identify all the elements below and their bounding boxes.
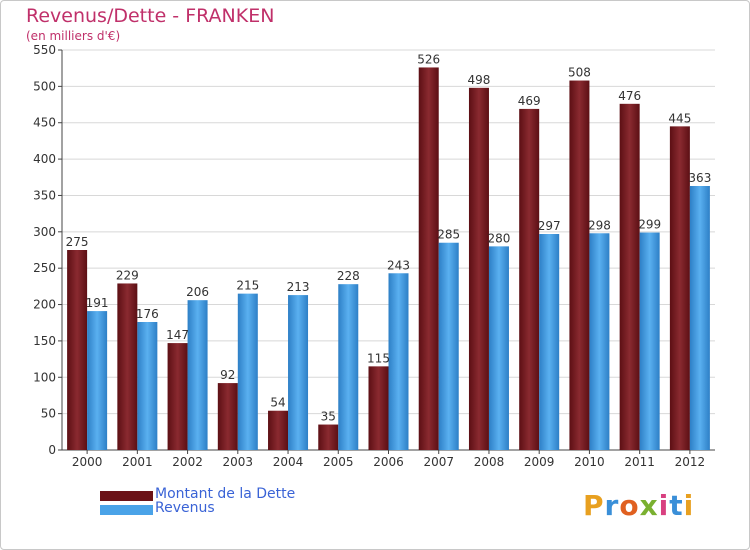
bar-revenue [388,273,409,450]
logo-letter: i [683,489,695,522]
data-label-debt: 476 [618,89,641,103]
legend-label-revenue: Revenus [155,500,215,516]
data-label-revenue: 176 [136,307,159,321]
x-tick-label: 2006 [373,455,404,469]
bar-debt [368,366,389,450]
y-tick-label: 0 [48,443,56,457]
x-tick-label: 2004 [273,455,304,469]
data-label-revenue: 299 [638,218,661,232]
data-labels: 275 191 229 176 147 206 92 215 54 213 35 228 115 243 5… [66,52,712,423]
chart-subtitle: (en milliers d'€) [26,29,121,43]
data-label-revenue: 213 [287,280,310,294]
bars [67,67,710,451]
y-tick-label: 50 [41,407,56,421]
data-label-debt: 229 [116,268,139,282]
data-label-revenue: 191 [86,296,109,310]
x-tick-label: 2003 [223,455,254,469]
x-tick-label: 2001 [122,455,153,469]
y-tick-label: 250 [33,261,56,275]
x-tick-label: 2005 [323,455,354,469]
x-tick-label: 2011 [624,455,655,469]
legend-label-debt: Montant de la Dette [155,486,296,502]
bar-debt [418,67,439,451]
bar-revenue [689,186,710,450]
logo-letter: i [658,489,670,522]
x-tick-label: 2009 [524,455,555,469]
data-label-debt: 526 [417,52,440,66]
bar-debt [268,410,289,450]
bar-revenue [137,322,158,450]
data-label-revenue: 285 [437,228,460,242]
x-tick-label: 2010 [574,455,605,469]
bar-revenue [187,300,208,450]
bar-revenue [237,293,258,450]
y-tick-label: 450 [33,116,56,130]
data-label-debt: 275 [66,235,89,249]
y-tick-label: 350 [33,188,56,202]
x-tick-label: 2002 [172,455,203,469]
y-tick-label: 300 [33,225,56,239]
data-label-debt: 445 [668,111,691,125]
bar-debt [468,87,489,451]
bar-revenue [438,242,459,450]
data-label-debt: 147 [166,328,189,342]
data-label-debt: 35 [321,410,336,424]
data-label-debt: 508 [568,66,591,80]
x-tick-label: 2007 [423,455,454,469]
y-tick-label: 400 [33,152,56,166]
chart-title: Revenus/Dette - FRANKEN [26,5,275,27]
data-label-revenue: 206 [186,285,209,299]
bar-revenue [288,295,309,450]
logo-letter: t [669,489,684,522]
y-tick-label: 550 [33,43,56,57]
y-tick-label: 100 [33,370,56,384]
data-label-debt: 498 [468,73,491,87]
x-tick-label: 2008 [474,455,505,469]
y-tick-label: 500 [33,79,56,93]
bar-revenue [639,232,660,450]
data-label-debt: 54 [270,396,285,410]
x-tick-label: 2000 [72,455,103,469]
legend-swatch-debt [100,491,153,501]
bar-debt [669,126,690,450]
bar-revenue [338,284,359,450]
bar-debt [217,383,238,450]
bar-revenue [87,311,108,450]
bar-debt [318,424,339,450]
y-tick-label: 200 [33,298,56,312]
data-label-debt: 469 [518,94,541,108]
data-label-debt: 92 [220,368,235,382]
logo-letter: P [583,489,605,522]
proxiti-logo: Proxiti [583,489,694,522]
data-label-revenue: 215 [236,279,259,293]
logo-letter: o [619,489,640,522]
bar-debt [569,80,590,450]
bar-revenue [488,246,509,450]
legend-swatch-revenue [100,505,153,515]
logo-letter: r [604,489,620,522]
data-label-debt: 115 [367,351,390,365]
data-label-revenue: 228 [337,269,360,283]
bar-debt [619,103,640,451]
axes: 0 50 100 150 200 250 300 350 400 450 500 550 2000 200… [33,43,715,469]
bar-debt [167,343,188,450]
bar-revenue [539,234,560,450]
x-tick-label: 2012 [675,455,706,469]
y-tick-label: 150 [33,334,56,348]
bar-debt [519,108,540,450]
bar-debt [117,283,138,450]
data-label-revenue: 243 [387,258,410,272]
logo-letter: x [639,489,659,522]
bar-debt [67,250,88,450]
data-label-revenue: 297 [538,219,561,233]
data-label-revenue: 298 [588,218,611,232]
data-label-revenue: 280 [488,231,511,245]
bar-revenue [589,233,610,450]
data-label-revenue: 363 [688,171,711,185]
